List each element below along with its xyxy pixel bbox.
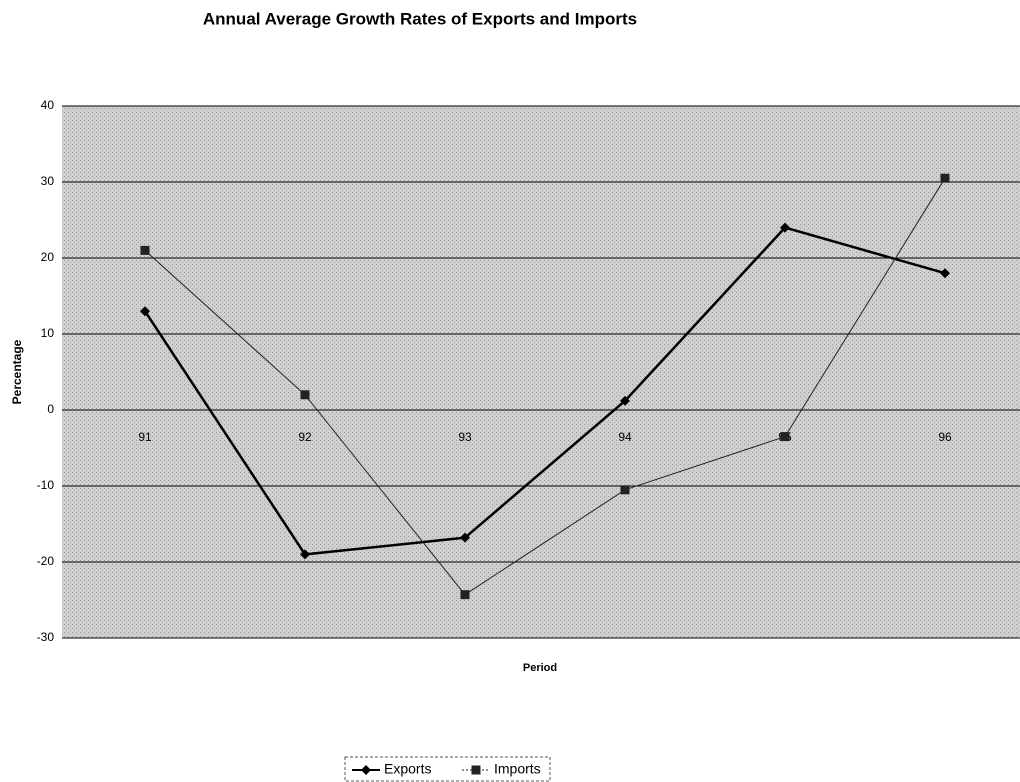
x-tick-label: 93: [458, 430, 472, 444]
x-tick-label: 94: [618, 430, 632, 444]
marker: [361, 765, 371, 775]
marker: [780, 432, 790, 442]
series-line: [144, 177, 946, 596]
legend-label: Imports: [494, 761, 541, 777]
x-axis-label: Period: [523, 662, 557, 674]
series-line: [143, 226, 946, 556]
y-tick-label: 10: [41, 326, 55, 340]
y-tick-label: 40: [41, 98, 55, 112]
marker: [300, 390, 310, 400]
x-tick-label: 96: [938, 430, 952, 444]
marker: [140, 245, 150, 255]
marker: [140, 306, 150, 317]
y-tick-label: 30: [41, 174, 55, 188]
marker: [940, 268, 950, 279]
plot-area: [62, 106, 1020, 638]
marker: [471, 765, 481, 775]
marker: [620, 485, 630, 495]
marker: [300, 549, 310, 560]
marker: [460, 590, 470, 600]
legend-label: Exports: [384, 761, 431, 777]
marker: [940, 173, 950, 183]
y-tick-label: -20: [37, 554, 55, 568]
marker: [460, 532, 470, 543]
x-tick-label: 91: [138, 430, 152, 444]
marker: [620, 395, 630, 406]
x-tick-label: 92: [298, 430, 312, 444]
chart-title: Annual Average Growth Rates of Exports a…: [203, 9, 637, 28]
y-tick-label: -30: [37, 630, 55, 644]
y-tick-label: -10: [37, 478, 55, 492]
y-axis-label: Percentage: [10, 339, 24, 404]
y-tick-label: 0: [47, 402, 54, 416]
marker: [780, 222, 790, 233]
y-tick-label: 20: [41, 250, 55, 264]
